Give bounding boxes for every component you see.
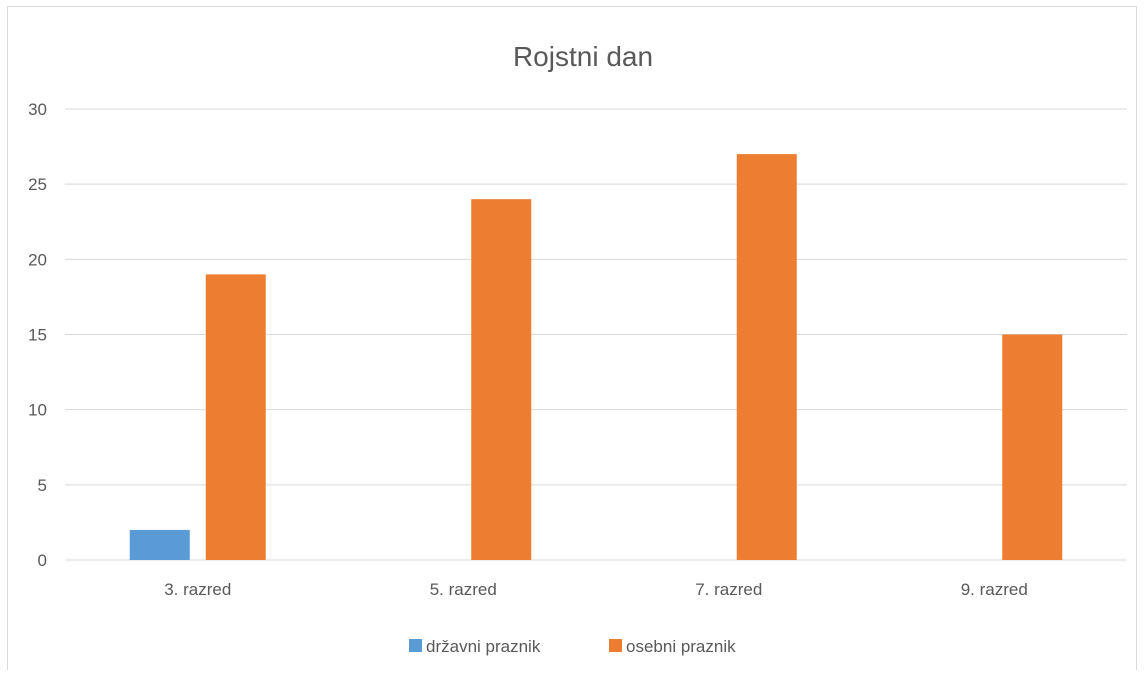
legend-swatch-1: [609, 639, 622, 652]
legend-swatch-0: [409, 639, 422, 652]
bar-osebni-2: [736, 154, 797, 560]
x-tick-label: 3. razred: [164, 580, 231, 599]
y-tick-label: 10: [28, 401, 47, 420]
y-tick-label: 15: [28, 326, 47, 345]
x-axis-ticks: 3. razred 5. razred 7. razred 9. razred: [164, 580, 1028, 599]
bar-osebni-1: [471, 199, 532, 560]
y-tick-label: 25: [28, 175, 47, 194]
bar-drzavni-0: [129, 529, 190, 560]
chart-frame: [7, 6, 1137, 670]
bar-osebni-3: [1002, 334, 1063, 560]
y-axis-ticks: 0 5 10 15 20 25 30: [28, 100, 47, 570]
x-tick-label: 9. razred: [961, 580, 1028, 599]
x-tick-label: 7. razred: [695, 580, 762, 599]
y-tick-label: 20: [28, 250, 47, 269]
chart-title: Rojstni dan: [513, 41, 653, 72]
bars: [129, 154, 1063, 560]
y-tick-label: 0: [38, 551, 47, 570]
legend-label-1: osebni praznik: [626, 637, 736, 656]
y-tick-label: 30: [28, 100, 47, 119]
bar-osebni-0: [205, 274, 266, 560]
x-tick-label: 5. razred: [430, 580, 497, 599]
y-tick-label: 5: [38, 476, 47, 495]
legend: državni praznik osebni praznik: [409, 637, 736, 656]
legend-label-0: državni praznik: [426, 637, 541, 656]
